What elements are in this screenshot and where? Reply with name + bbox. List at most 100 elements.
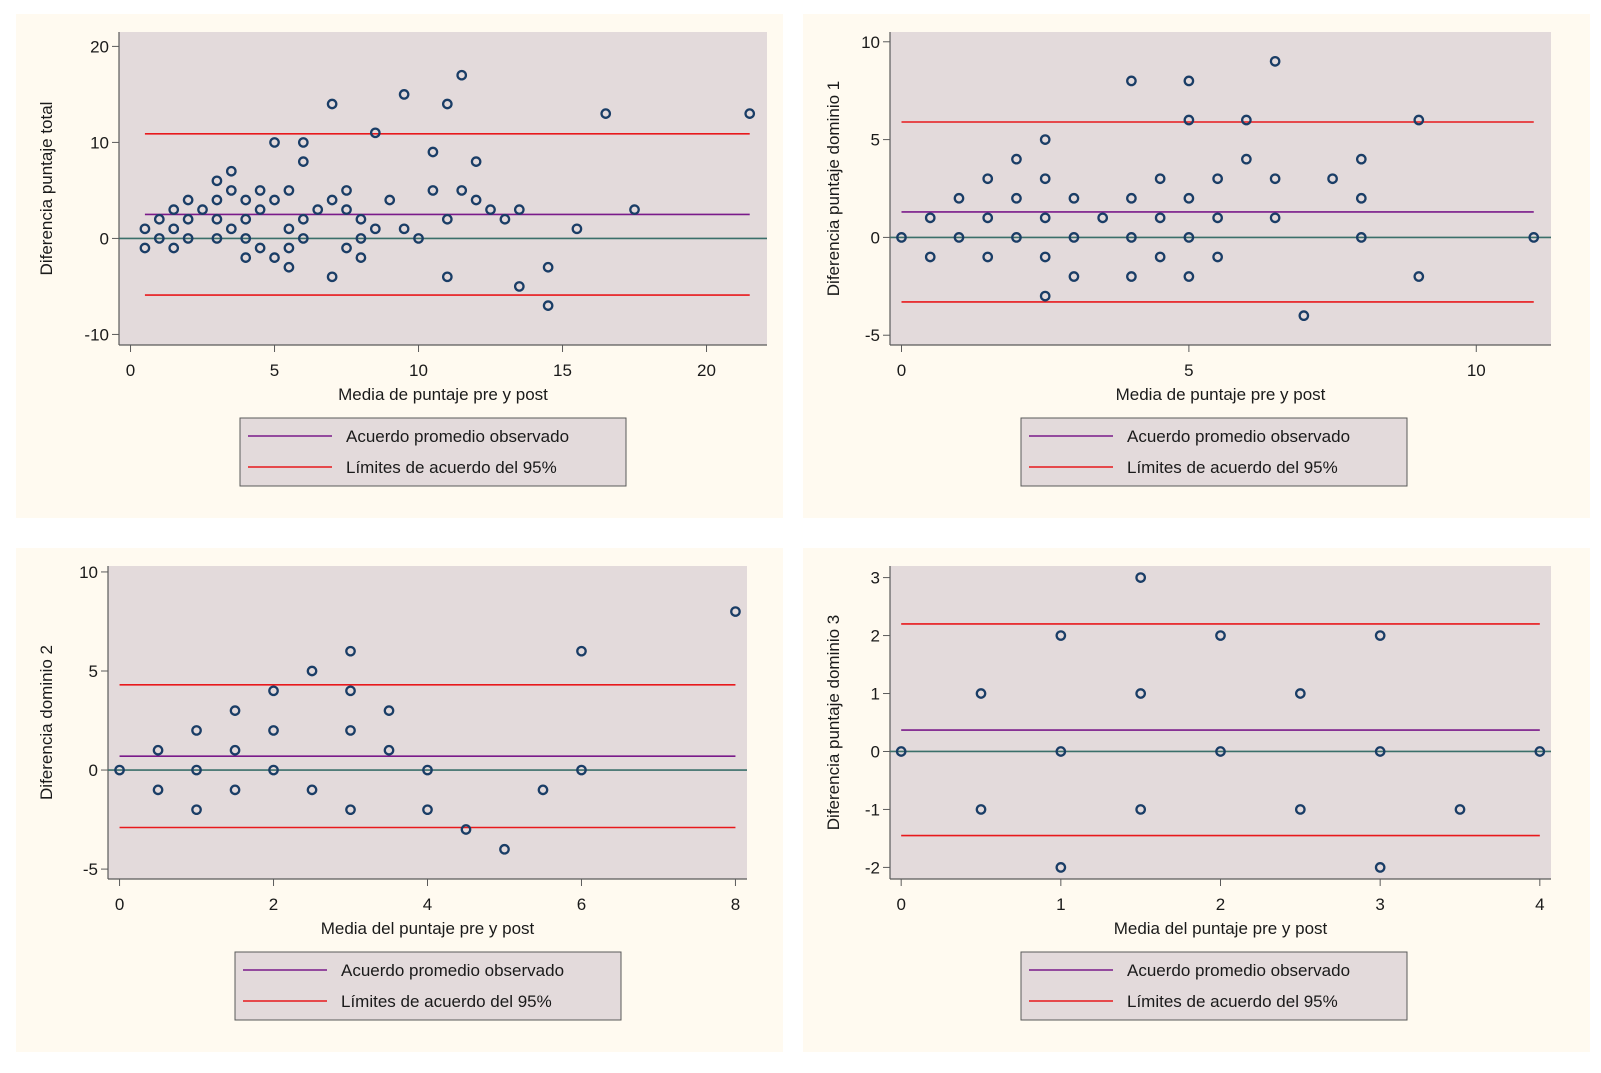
data-point [1068,271,1080,282]
x-tick-label: 0 [896,895,905,914]
data-point [182,233,194,244]
data-point [383,744,395,756]
data-point [254,185,266,196]
data-point [229,705,241,716]
data-point [297,213,309,225]
data-point [1039,134,1051,145]
data-point [1528,232,1540,243]
data-point [1039,251,1051,263]
data-point [341,204,352,215]
data-point [1374,746,1386,757]
data-point [345,725,356,736]
data-point [1055,862,1067,873]
data-point [441,271,453,283]
x-tick-label: 4 [1535,895,1544,914]
data-point [1294,688,1306,699]
data-point [629,204,640,215]
x-tick-label: 4 [423,895,432,914]
data-point [1534,746,1546,757]
data-point [542,261,554,273]
x-tick-label: 2 [1216,895,1225,914]
data-point [1215,630,1226,641]
data-point [326,98,338,110]
data-point [283,261,295,273]
data-point [953,232,965,243]
panel-dominio3: -2 -1 0 1 2 3 0 1 2 3 4 Media del puntaje pre y pos… [803,548,1590,1052]
data-point [398,89,410,100]
data-point [1011,192,1022,204]
legend-mean-label: Acuerdo promedio observado [341,961,564,980]
x-tick-label: 10 [409,361,428,380]
data-point [1126,232,1137,243]
plot-area [119,32,767,345]
data-point [326,271,338,283]
data-point [384,194,396,206]
data-point [254,204,266,215]
x-axis-title: Media de puntaje pre y post [338,385,548,404]
data-point [153,233,165,244]
y-tick-label: 3 [871,569,880,588]
y-tick-label: 0 [89,761,98,780]
data-point [283,242,295,254]
data-point [744,108,756,119]
data-point [1355,153,1367,165]
data-point [152,784,164,796]
data-point [1183,232,1195,243]
y-axis-title: Diferencia puntaje dominio 1 [824,81,843,296]
y-tick-label: 5 [871,131,880,150]
legend-limit-label: Límites de acuerdo del 95% [341,992,552,1011]
data-point [182,213,194,225]
x-tick-label: 0 [115,895,124,914]
y-axis-title: Diferencia dominio 2 [37,645,56,800]
data-point [427,185,439,196]
data-point [485,204,496,215]
data-point [197,204,208,215]
x-tick-label: 15 [553,361,572,380]
y-tick-label: -5 [865,326,880,345]
data-point [1011,153,1022,165]
data-point [1212,251,1223,263]
data-point [240,194,252,206]
data-point [182,194,194,206]
data-point [427,146,439,158]
data-point [1374,630,1386,641]
data-point [456,69,468,81]
legend-mean-label: Acuerdo promedio observado [1127,961,1350,980]
data-point [1183,75,1195,87]
panel-total: -10 0 10 20 0 5 10 15 20 Media de puntaje pre y p… [16,14,783,518]
data-point [341,185,352,196]
data-point [576,645,587,657]
data-point [345,804,356,816]
data-point [576,764,587,776]
data-point [211,233,223,244]
data-point [345,685,356,697]
x-tick-label: 2 [269,895,278,914]
data-point [168,223,180,235]
data-point [1126,271,1137,282]
data-point [240,233,252,244]
data-point [1154,212,1166,224]
x-tick-label: 5 [270,361,279,380]
data-point [398,223,410,235]
data-point [1039,173,1051,185]
y-tick-label: 5 [89,662,98,681]
data-point [225,185,237,196]
data-point [268,685,279,697]
data-point [537,784,549,796]
data-point [1011,232,1022,243]
data-point [1355,232,1367,243]
chart-dominio1: -5 0 5 10 0 5 10 Media de puntaje pre y post Dif… [824,32,1551,487]
data-point [1413,271,1425,282]
panel-dominio2: -5 0 5 10 0 2 4 6 8 Media del puntaje pre y post D… [16,548,783,1052]
data-point [1135,572,1147,583]
data-point [896,232,907,243]
y-tick-label: 10 [861,33,880,52]
chart-total: -10 0 10 20 0 5 10 15 20 Media de puntaje pre y p… [37,32,767,487]
y-tick-label: -5 [83,860,98,879]
x-tick-label: 3 [1375,895,1384,914]
data-point [1269,173,1281,185]
y-tick-label: 2 [871,627,880,646]
data-point [513,281,525,292]
legend-box [1020,417,1408,487]
data-point [441,213,453,225]
